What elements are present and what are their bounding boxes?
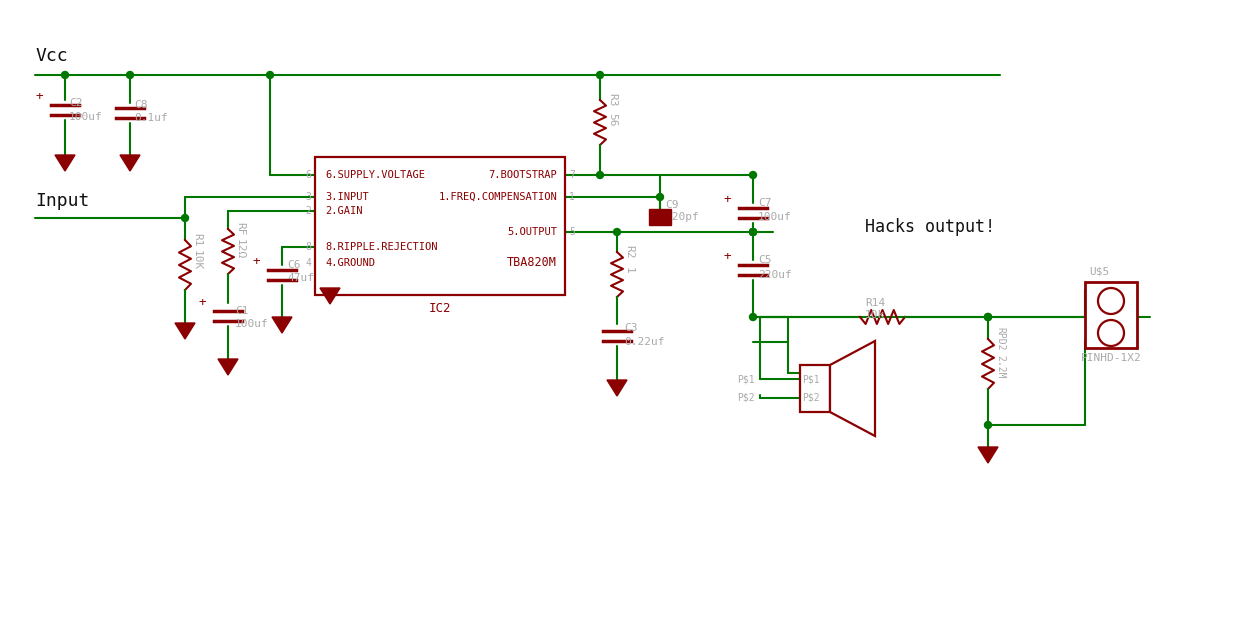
Polygon shape: [978, 447, 998, 463]
Text: 2: 2: [1107, 328, 1115, 338]
Text: 4.GROUND: 4.GROUND: [325, 258, 375, 268]
Text: C3: C3: [624, 323, 637, 333]
Bar: [648, 209, 671, 225]
Text: C5: C5: [758, 255, 772, 265]
Text: C1: C1: [234, 306, 248, 316]
Polygon shape: [175, 323, 195, 339]
Text: 3.INPUT: 3.INPUT: [325, 192, 369, 202]
Text: 2.2M: 2.2M: [995, 355, 1005, 379]
Text: 2.GAIN: 2.GAIN: [325, 206, 363, 216]
Text: 1: 1: [1107, 296, 1115, 306]
Circle shape: [182, 214, 188, 222]
Text: R3: R3: [607, 93, 617, 107]
Text: 3: 3: [306, 192, 311, 202]
Text: 0.22uf: 0.22uf: [624, 337, 665, 347]
Text: 6.SUPPLY.VOLTAGE: 6.SUPPLY.VOLTAGE: [325, 170, 425, 180]
Circle shape: [749, 171, 757, 179]
Text: PINHD-1X2: PINHD-1X2: [1081, 353, 1142, 363]
Text: 56: 56: [607, 113, 617, 126]
Polygon shape: [55, 155, 75, 171]
Circle shape: [749, 229, 757, 235]
Circle shape: [267, 72, 273, 78]
Text: 8: 8: [306, 242, 311, 252]
Polygon shape: [320, 288, 340, 304]
Text: 12Ω: 12Ω: [234, 239, 244, 259]
Text: +: +: [252, 255, 261, 268]
Text: Hacks output!: Hacks output!: [865, 218, 995, 236]
Polygon shape: [607, 380, 627, 396]
Text: R2: R2: [624, 245, 633, 259]
Polygon shape: [120, 155, 140, 171]
Circle shape: [749, 313, 757, 320]
Polygon shape: [272, 317, 292, 333]
Text: 6: 6: [306, 170, 311, 180]
Circle shape: [984, 313, 991, 320]
Text: C9: C9: [665, 200, 678, 210]
Bar: [1085, 282, 1137, 348]
Text: C6: C6: [287, 260, 301, 270]
Text: P$2: P$2: [737, 393, 754, 403]
Text: 100uf: 100uf: [758, 212, 792, 222]
Text: 8.RIPPLE.REJECTION: 8.RIPPLE.REJECTION: [325, 242, 438, 252]
Bar: [801, 365, 831, 412]
Circle shape: [1099, 288, 1124, 314]
Text: 0.1uf: 0.1uf: [133, 113, 168, 123]
Circle shape: [749, 229, 757, 235]
Text: RPD2: RPD2: [995, 327, 1005, 351]
Circle shape: [596, 171, 604, 179]
Circle shape: [61, 72, 69, 78]
Circle shape: [614, 229, 621, 235]
Text: 1.FREQ.COMPENSATION: 1.FREQ.COMPENSATION: [438, 192, 557, 202]
Text: R14: R14: [865, 298, 885, 308]
Text: +: +: [198, 296, 206, 309]
Text: 100uf: 100uf: [234, 319, 269, 329]
Text: R1: R1: [192, 233, 202, 247]
Text: 5.OUTPUT: 5.OUTPUT: [508, 227, 557, 237]
Text: RF: RF: [234, 222, 244, 235]
Text: 2: 2: [306, 206, 311, 216]
Text: P$1: P$1: [802, 374, 819, 384]
Text: P$1: P$1: [737, 374, 754, 384]
Text: U$5: U$5: [1089, 267, 1110, 277]
Text: +: +: [723, 250, 731, 263]
Text: 10K: 10K: [192, 250, 202, 270]
Text: 5: 5: [569, 227, 575, 237]
Circle shape: [126, 72, 133, 78]
Circle shape: [656, 194, 663, 201]
Text: Vcc: Vcc: [35, 47, 67, 65]
Text: 100uf: 100uf: [69, 112, 102, 122]
Text: 7: 7: [569, 170, 575, 180]
Circle shape: [984, 313, 991, 320]
Text: TBA820M: TBA820M: [508, 257, 557, 270]
Text: C7: C7: [758, 198, 772, 208]
Circle shape: [596, 72, 604, 78]
Text: C8: C8: [133, 100, 147, 110]
Text: 47uf: 47uf: [287, 273, 314, 283]
Circle shape: [749, 229, 757, 235]
Text: 1: 1: [624, 267, 633, 273]
Text: +: +: [723, 193, 731, 206]
Bar: [315, 157, 565, 295]
Polygon shape: [831, 341, 875, 436]
Text: 220uf: 220uf: [758, 270, 792, 280]
Text: 220pf: 220pf: [665, 212, 698, 222]
Text: 1: 1: [569, 192, 575, 202]
Circle shape: [1099, 320, 1124, 346]
Text: 4: 4: [306, 258, 311, 268]
Text: +: +: [35, 90, 42, 103]
Text: 7.BOOTSTRAP: 7.BOOTSTRAP: [489, 170, 557, 180]
Text: 10k: 10k: [865, 310, 885, 320]
Circle shape: [984, 422, 991, 429]
Text: IC2: IC2: [429, 303, 451, 315]
Polygon shape: [218, 359, 238, 375]
Text: P$2: P$2: [802, 393, 819, 403]
Text: C2: C2: [69, 98, 82, 108]
Text: Input: Input: [35, 192, 90, 210]
